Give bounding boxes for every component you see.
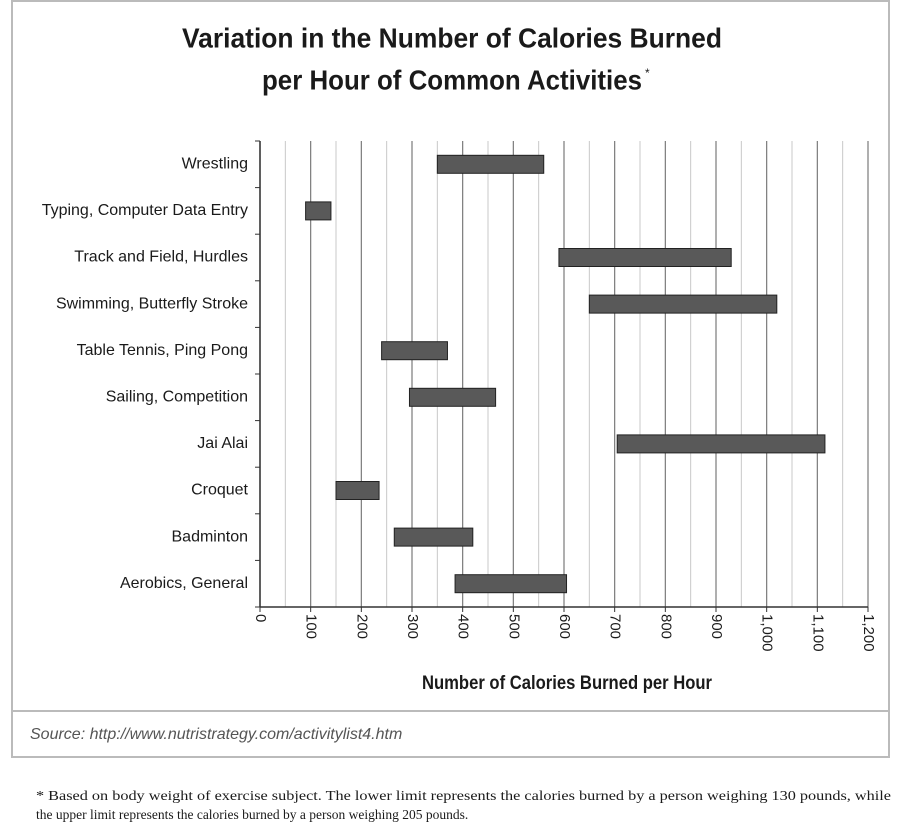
x-tick-label: 500: [505, 614, 522, 639]
bar: [616, 434, 826, 454]
x-tick-label: 400: [455, 614, 472, 639]
y-tick-label: Track and Field, Hurdles: [74, 249, 248, 266]
bar: [454, 574, 568, 594]
y-tick-label: Badminton: [172, 528, 249, 545]
x-tick-label: 100: [303, 614, 320, 639]
y-tick-label: Table Tennis, Ping Pong: [77, 342, 248, 359]
x-tick-label: 1,000: [759, 614, 776, 652]
x-tick-label: 700: [607, 614, 624, 639]
chart-title: Variation in the Number of Calories Burn…: [182, 22, 722, 53]
x-axis-label: Number of Calories Burned per Hour: [422, 673, 713, 694]
frame: [11, 0, 890, 758]
y-tick-label: Typing, Computer Data Entry: [42, 202, 248, 219]
x-tick-label: 300: [404, 614, 421, 639]
bar: [305, 201, 332, 221]
y-tick-label: Swimming, Butterfly Stroke: [56, 295, 248, 312]
x-tick-label: 200: [353, 614, 370, 639]
x-tick-label: 900: [708, 614, 725, 639]
x-tick-label: 600: [556, 614, 573, 639]
y-tick-label: Aerobics, General: [120, 575, 248, 592]
x-tick-label: 800: [657, 614, 674, 639]
title-mark: *: [645, 66, 650, 80]
footnote: * Based on body weight of exercise subje…: [36, 788, 891, 803]
bar: [436, 154, 545, 174]
x-tick-label: 1,100: [809, 614, 826, 652]
y-tick-label: Wrestling: [182, 156, 248, 173]
y-tick-label: Croquet: [191, 482, 248, 499]
bar: [335, 481, 380, 500]
bar: [408, 387, 497, 407]
chart-title: per Hour of Common Activities: [262, 64, 642, 95]
x-tick-label: 1,200: [860, 614, 877, 652]
bar: [558, 248, 732, 267]
x-tick-label: 0: [252, 614, 269, 622]
bar: [588, 294, 778, 314]
footnote: the upper limit represents the calories …: [36, 807, 468, 822]
y-tick-label: Sailing, Competition: [106, 389, 248, 406]
bar: [393, 527, 474, 547]
y-tick-label: Jai Alai: [197, 435, 248, 452]
source: Source: http://www.nutristrategy.com/act…: [30, 726, 402, 743]
bar: [381, 341, 448, 361]
